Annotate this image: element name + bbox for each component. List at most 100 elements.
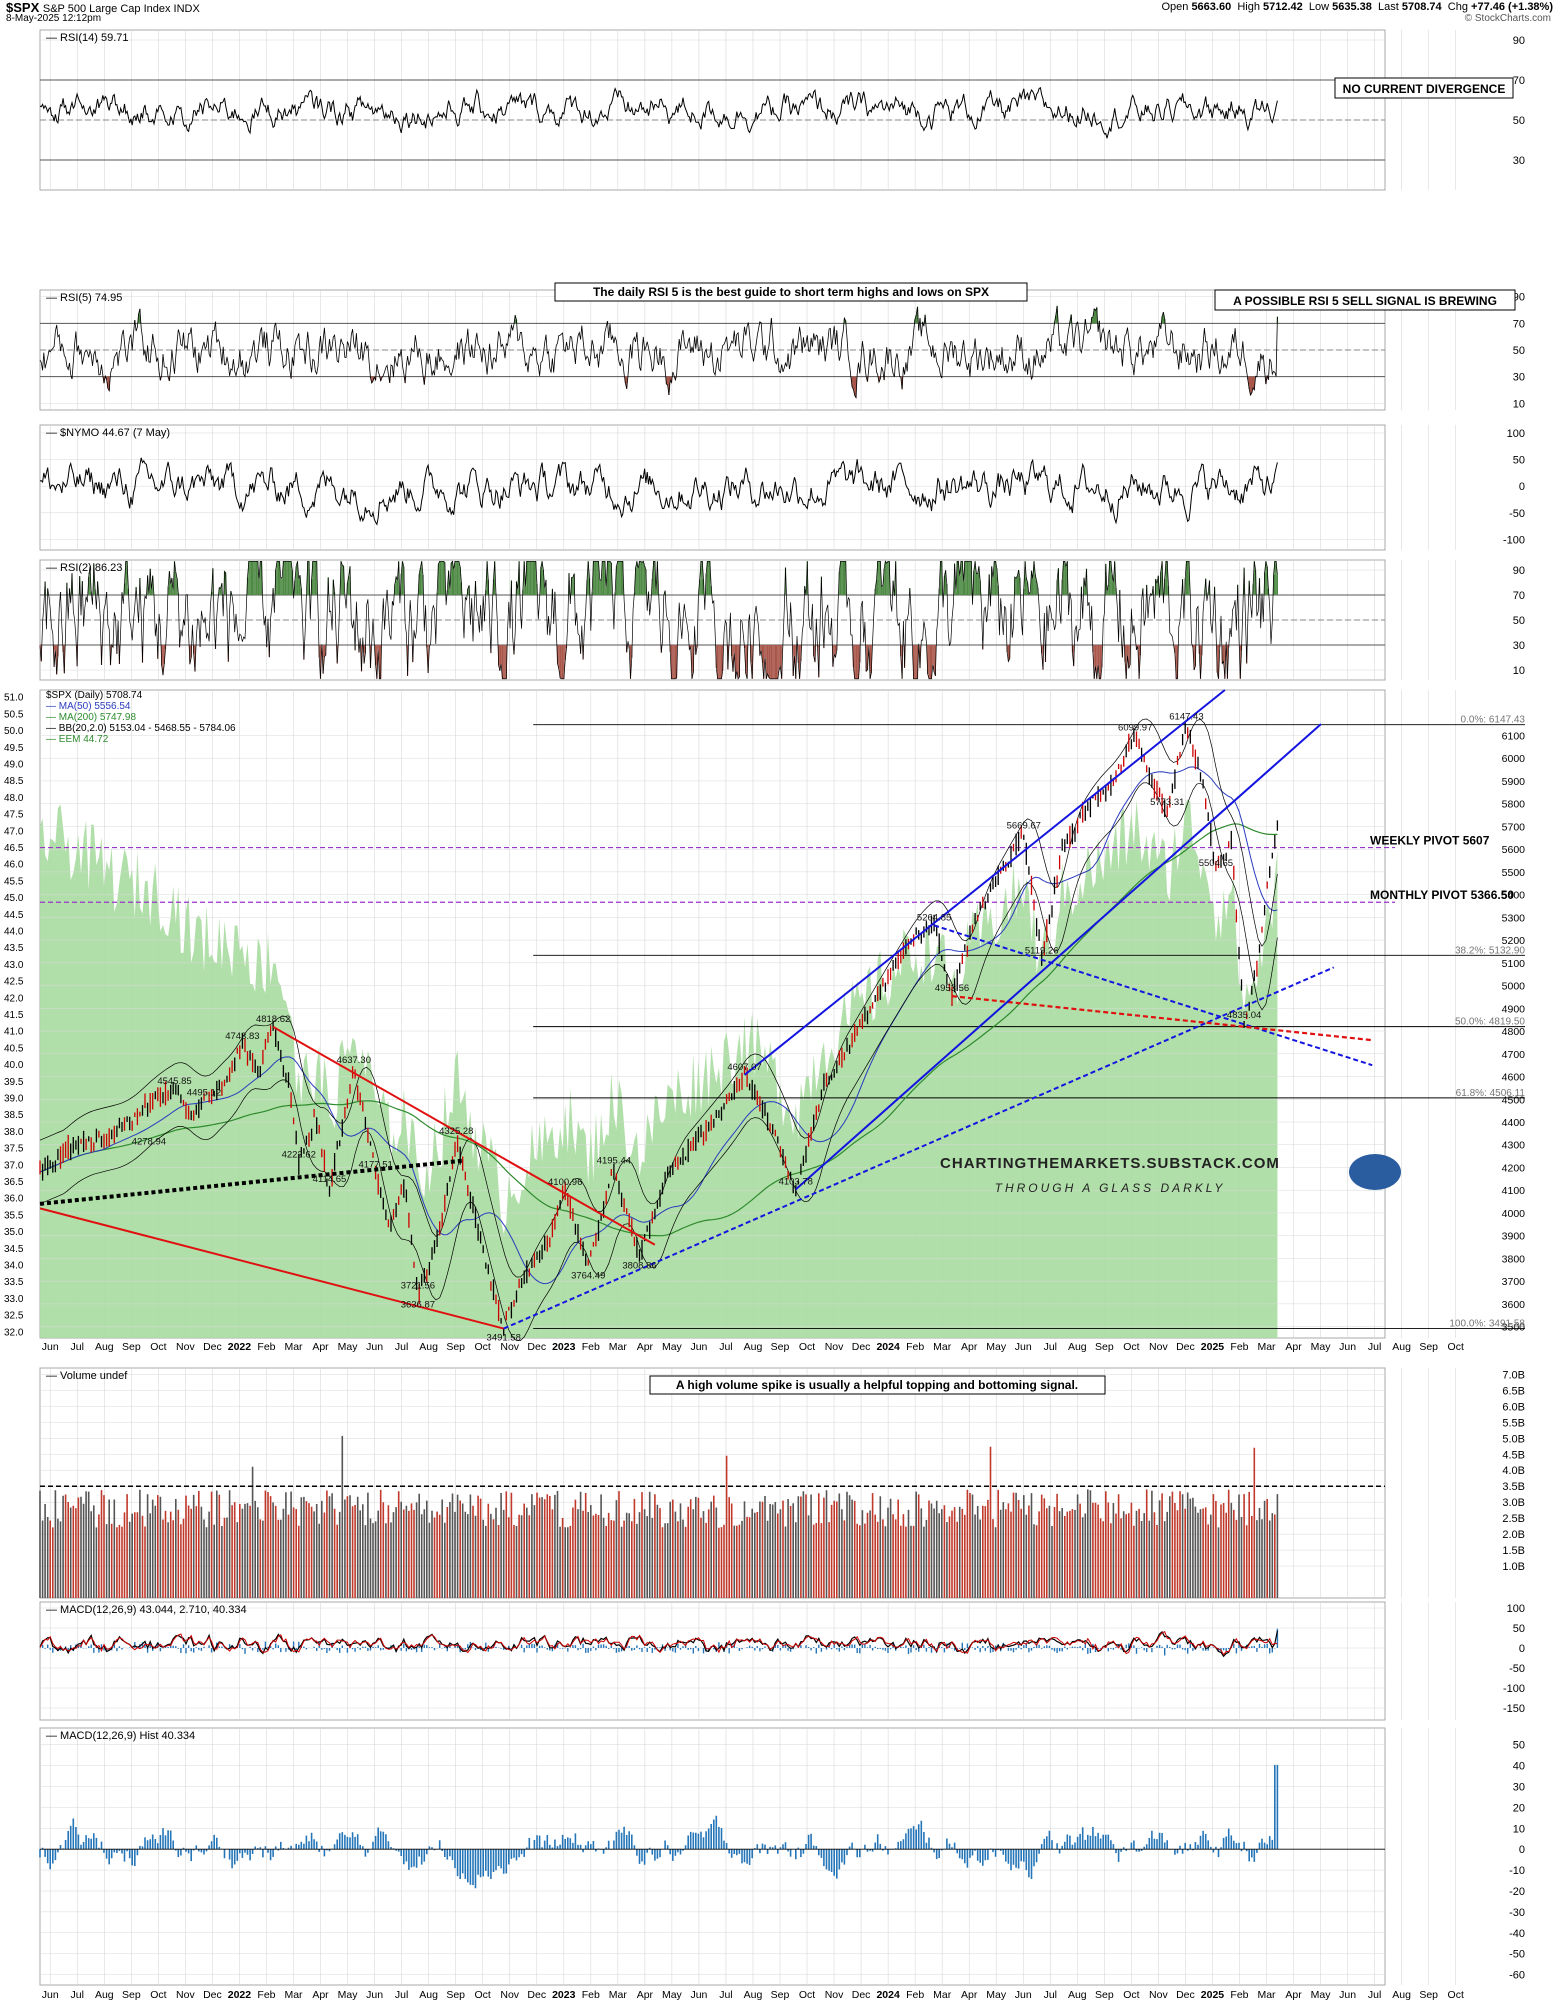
spx-eem-tick: 42.5 (4, 977, 24, 988)
volume-panel-tick-label: 7.0B (1502, 1369, 1525, 1381)
macd-hist-x-tick: Mar (933, 1989, 952, 2001)
spx-eem-tick: 32.5 (4, 1311, 24, 1322)
spx-price-tick: 5000 (1502, 981, 1526, 993)
spx-eem-tick: 40.0 (4, 1060, 24, 1071)
spx-panel: 3500 3600 3700 3800 3900 4000 4100 4200 4300 4400… (4, 689, 1526, 1353)
macd-hist-x-tick: May (338, 1989, 359, 2001)
spx-legend-item: — MA(200) 5747.98 (46, 712, 136, 723)
price-label: 4818.62 (256, 1014, 290, 1025)
spx-x-tick: Jun (1015, 1341, 1032, 1353)
rsi2-panel-tick-label: 10 (1513, 665, 1525, 677)
rsi2-panel-legend: — RSI(2) 86.23 (46, 562, 122, 574)
price-label: 4545.85 (157, 1076, 191, 1087)
watermark: © StockCharts.com (1464, 13, 1551, 24)
macd-panel-tick-label: -100 (1503, 1683, 1525, 1695)
spx-x-tick: May (662, 1341, 683, 1353)
spx-price-tick: 4700 (1502, 1049, 1526, 1061)
spx-eem-tick: 44.0 (4, 926, 24, 937)
macd-hist-panel-tick-label: 0 (1519, 1844, 1525, 1856)
spx-x-tick: Aug (744, 1341, 763, 1353)
trendline-red-lower (39, 1207, 504, 1330)
macd-hist-x-tick: Jul (1044, 1989, 1057, 2001)
channel-blue-lower (795, 723, 1322, 1191)
price-label: 6147.43 (1169, 712, 1203, 723)
spx-x-tick: Feb (1230, 1341, 1248, 1353)
fib-label: 100.0%: 3491.58 (1449, 1319, 1525, 1330)
macd-panel: 100 50 0 -50 -100 -150 — MACD(12,26,9) 43.044,… (39, 1601, 1525, 1721)
spx-x-tick: Aug (1068, 1341, 1087, 1353)
rsi2-panel: 90 70 50 30 10 — RSI(2) 86.23 (39, 559, 1525, 681)
spx-eem-tick: 33.0 (4, 1294, 24, 1305)
volume-panel-tick-label: 1.0B (1502, 1561, 1525, 1573)
spx-legend-item: — BB(20,2.0) 5153.04 - 5468.55 - 5784.06 (46, 723, 236, 734)
spx-price-tick: 4100 (1502, 1185, 1526, 1197)
symbol-title: $SPX S&P 500 Large Cap Index INDX (6, 0, 200, 15)
spx-price-tick: 4000 (1502, 1208, 1526, 1220)
macd-hist-x-tick: Oct (1448, 1989, 1464, 2001)
spx-x-tick: Aug (419, 1341, 438, 1353)
price-label: 4325.28 (439, 1126, 473, 1137)
price-label: 4103.78 (779, 1176, 813, 1187)
rsi2-panel-tick-label: 50 (1513, 615, 1525, 627)
macd-hist-panel-tick-label: 50 (1513, 1740, 1525, 1752)
rsi14-panel-tick-label: 30 (1513, 155, 1525, 167)
macd-hist-x-tick: Feb (257, 1989, 275, 2001)
spx-price-tick: 6100 (1502, 730, 1526, 742)
macd-hist-x-tick: Jun (42, 1989, 59, 2001)
price-label: 4278.94 (132, 1137, 166, 1148)
spx-x-tick: Nov (176, 1341, 195, 1353)
spx-price-tick: 5600 (1502, 844, 1526, 856)
macd-hist-x-tick: Oct (799, 1989, 815, 2001)
nymo-panel: 100 50 0 -50 -100 — $NYMO 44.67 (7 May) (39, 424, 1525, 551)
spx-eem-tick: 51.0 (4, 693, 24, 704)
rsi2-line (39, 560, 1278, 680)
macd-panel-frame (39, 1601, 1386, 1721)
spx-x-tick: Oct (475, 1341, 491, 1353)
rsi2-panel-tick-label: 70 (1513, 590, 1525, 602)
spx-price-tick: 5100 (1502, 958, 1526, 970)
spx-eem-tick: 37.0 (4, 1160, 24, 1171)
macd-hist-x-tick: Feb (582, 1989, 600, 2001)
macd-panel-tick-label: 0 (1519, 1643, 1525, 1655)
price-label: 5119.26 (1025, 945, 1059, 956)
macd-hist-x-tick: Sep (1095, 1989, 1114, 2001)
macd-hist-x-tick: Dec (852, 1989, 871, 2001)
macd-hist-panel-tick-label: -60 (1509, 1970, 1525, 1982)
macd-hist-x-tick: Jun (1339, 1989, 1356, 2001)
symbol: $SPX (6, 0, 40, 15)
fib-label: 0.0%: 6147.43 (1461, 715, 1526, 726)
spx-price-tick: 3600 (1502, 1299, 1526, 1311)
trendline-red-dotted (951, 995, 1373, 1042)
spx-price-tick: 4300 (1502, 1140, 1526, 1152)
price-label: 4100.96 (548, 1177, 582, 1188)
spx-price-tick: 5400 (1502, 890, 1526, 902)
rsi5-panel-tick-label: 70 (1513, 318, 1525, 330)
spx-eem-tick: 35.0 (4, 1227, 24, 1238)
price-label: 4195.44 (597, 1156, 631, 1167)
volume-panel: 7.0B 6.5B 6.0B 5.5B 5.0B 4.5B 4.0B 3.5B 3.0B 2.5B… (39, 1367, 1525, 1599)
macd-hist-x-tick: Dec (203, 1989, 222, 2001)
spx-x-tick: 2022 (228, 1341, 252, 1353)
macd-hist-x-tick: Nov (500, 1989, 519, 2001)
rsi5-panel: 90 70 50 30 10 — RSI(5) 74.95 The daily RSI 5 … (39, 282, 1525, 411)
spx-legend-item: $SPX (Daily) 5708.74 (46, 690, 143, 701)
spx-x-tick: 2023 (552, 1341, 576, 1353)
macd-hist-panel-tick-label: 30 (1513, 1782, 1525, 1794)
spx-x-tick: Jun (366, 1341, 383, 1353)
volume-panel-tick-label: 3.0B (1502, 1497, 1525, 1509)
spx-eem-tick: 49.5 (4, 743, 24, 754)
macd-hist-x-tick: Oct (150, 1989, 166, 2001)
spx-price-tick: 5300 (1502, 912, 1526, 924)
spx-x-tick: Sep (771, 1341, 790, 1353)
ma200-line (39, 823, 1278, 1237)
spx-x-tick: Mar (1257, 1341, 1276, 1353)
spx-price-tick: 3500 (1502, 1322, 1526, 1334)
nymo-panel-frame (39, 424, 1386, 551)
spx-price-tick: 4500 (1502, 1094, 1526, 1106)
macd-panel-tick-label: -50 (1509, 1663, 1525, 1675)
macd-panel-legend: — MACD(12,26,9) 43.044, 2.710, 40.334 (46, 1604, 247, 1616)
rsi14-panel-tick-label: 50 (1513, 115, 1525, 127)
price-label: 4114.65 (313, 1174, 347, 1185)
volume-panel-tick-label: 6.5B (1502, 1385, 1525, 1397)
